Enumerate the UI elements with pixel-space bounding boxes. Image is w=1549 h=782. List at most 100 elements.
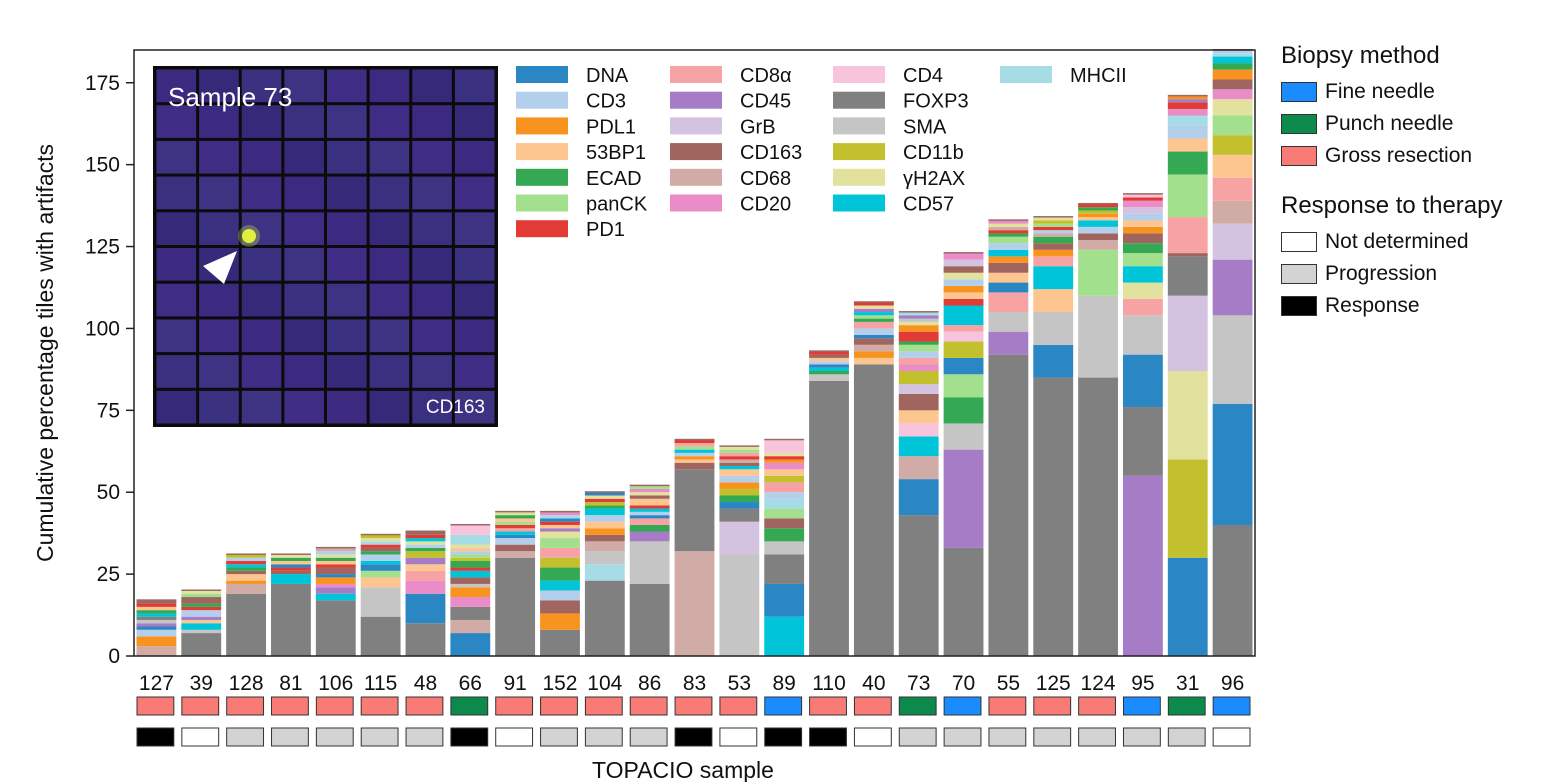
marker-label-γH2AX: γH2AX (903, 168, 965, 190)
bar-segment-106-PD1 (315, 564, 356, 568)
marker-legend-item-DNA: DNA (516, 65, 629, 87)
bar-segment-128-53BP1 (226, 574, 267, 581)
bar-segment-91-CD163 (495, 544, 536, 552)
inset-tile (369, 390, 410, 424)
bar-segment-73-53BP1 (898, 410, 939, 424)
response-cell-70 (943, 727, 982, 747)
bar-segment-86-panCK (629, 485, 670, 489)
marker-swatch-FOXP3 (833, 91, 885, 109)
bar-segment-152-CD11b (540, 557, 580, 568)
bar-segment-96-CD57 (1212, 56, 1253, 64)
inset-label: CD163 (426, 397, 485, 418)
inset-tile (241, 176, 282, 210)
bar-segment-128-CD11b (226, 554, 267, 558)
bar-segment-115-panCK (360, 570, 401, 578)
bar-segment-115-CD3 (360, 554, 401, 562)
bar-segment-55-CD163 (988, 262, 1029, 273)
bar-cap-128 (226, 553, 267, 555)
marker-label-PD1: PD1 (586, 219, 625, 241)
bar-segment-128-CD57 (226, 564, 267, 568)
bar-segment-104-PDL1 (584, 528, 625, 535)
bar-segment-83-FOXP3 (674, 469, 715, 552)
bar-segment-55-SMA (988, 312, 1029, 332)
x-tick-label-81: 81 (279, 672, 302, 695)
bar-segment-73-CD57 (898, 436, 939, 457)
bar-segment-152-CD8α (540, 547, 580, 558)
biopsy-legend-item: Punch needle (1281, 108, 1546, 140)
inset-tile (284, 248, 324, 281)
bar-segment-86-CD57 (629, 508, 670, 512)
bar-segment-40-panCK (853, 315, 894, 319)
bar-segment-31-CD20 (1167, 108, 1208, 116)
inset-tile (327, 140, 367, 174)
bar-segment-73-DNA (898, 479, 939, 516)
bar-segment-91-DNA (495, 534, 536, 539)
biopsy-cell-152 (540, 696, 578, 716)
bar-segment-39-53BP1 (181, 619, 222, 624)
bar-cap-152 (540, 510, 580, 513)
bar-segment-89-CD8α (764, 482, 805, 493)
bar-segment-125-53BP1 (1033, 289, 1074, 313)
marker-legend-item-PD1: PD1 (516, 219, 625, 241)
bar-segment-81-ECAD (271, 557, 311, 562)
marker-swatch-CD4 (833, 66, 885, 83)
bar-segment-39-SMA (181, 629, 222, 634)
inset-tile (327, 176, 367, 210)
response-cell-89 (764, 727, 803, 747)
biopsy-cell-40 (853, 696, 892, 716)
bar-segment-55-CD57 (988, 249, 1029, 257)
y-tick-label-125: 125 (85, 236, 120, 259)
marker-legend-item-panCK: panCK (516, 194, 648, 216)
bar-segment-96-panCK (1212, 115, 1253, 136)
bar-128 (226, 553, 267, 656)
marker-label-CD68: CD68 (740, 168, 791, 190)
response-cell-31 (1167, 727, 1206, 747)
bar-segment-53-CD3 (719, 475, 760, 483)
marker-legend-item-MHCII: MHCII (1000, 65, 1127, 87)
bar-segment-152-PDL1 (540, 613, 580, 630)
bar-segment-39-CD3 (181, 610, 222, 617)
bar-segment-53-FOXP3 (719, 508, 760, 522)
response-cell-125 (1033, 727, 1072, 747)
response-legend-item: Progression (1281, 258, 1546, 290)
inset-tile (454, 355, 495, 388)
inset-tile (241, 105, 282, 138)
bar-segment-48-CD57 (405, 538, 446, 542)
marker-label-CD163: CD163 (740, 142, 802, 164)
plot-frame (133, 49, 1256, 657)
inset-tile (454, 319, 495, 353)
bar-segment-55-CD68 (988, 226, 1029, 231)
bar-segment-124-panCK (1078, 249, 1118, 296)
response-label: Not determined (1325, 230, 1469, 253)
inset-tile (454, 140, 495, 174)
marker-swatch-CD3 (516, 91, 568, 109)
bar-segment-96-GrB (1212, 223, 1253, 260)
bar-segment-55-CD8α (988, 292, 1029, 313)
marker-swatch-PD1 (516, 220, 568, 238)
bar-segment-125-CD3 (1033, 230, 1074, 234)
x-tick-label-73: 73 (907, 672, 930, 695)
bar-segment-96-FOXP3 (1212, 524, 1253, 656)
biopsy-cell-70 (943, 696, 982, 716)
inset-tile (156, 69, 197, 103)
bar-segment-73-CD45 (898, 315, 939, 319)
x-tick-label-125: 125 (1036, 672, 1071, 695)
inset-tile (199, 140, 239, 174)
bar-segment-125-PD1 (1033, 226, 1074, 231)
bar-segment-48-DNA (405, 593, 446, 624)
bar-segment-66-CD68 (450, 619, 491, 634)
bar-segment-55-PD1 (988, 230, 1029, 234)
bar-segment-152-CD20 (540, 511, 580, 516)
bar-segment-86-CD45 (629, 531, 670, 542)
inset-tile (369, 176, 410, 210)
bar-segment-73-SMA (898, 318, 939, 322)
bar-segment-115-CD57 (360, 561, 401, 565)
bar-segment-48-CD3 (405, 544, 446, 548)
bar-segment-73-CD3 (898, 351, 939, 358)
response-cell-128 (226, 727, 265, 747)
bar-segment-73-panCK (898, 344, 939, 352)
bar-segment-73-PD1 (898, 331, 939, 342)
biopsy-cell-83 (674, 696, 713, 716)
bar-89 (764, 438, 805, 656)
